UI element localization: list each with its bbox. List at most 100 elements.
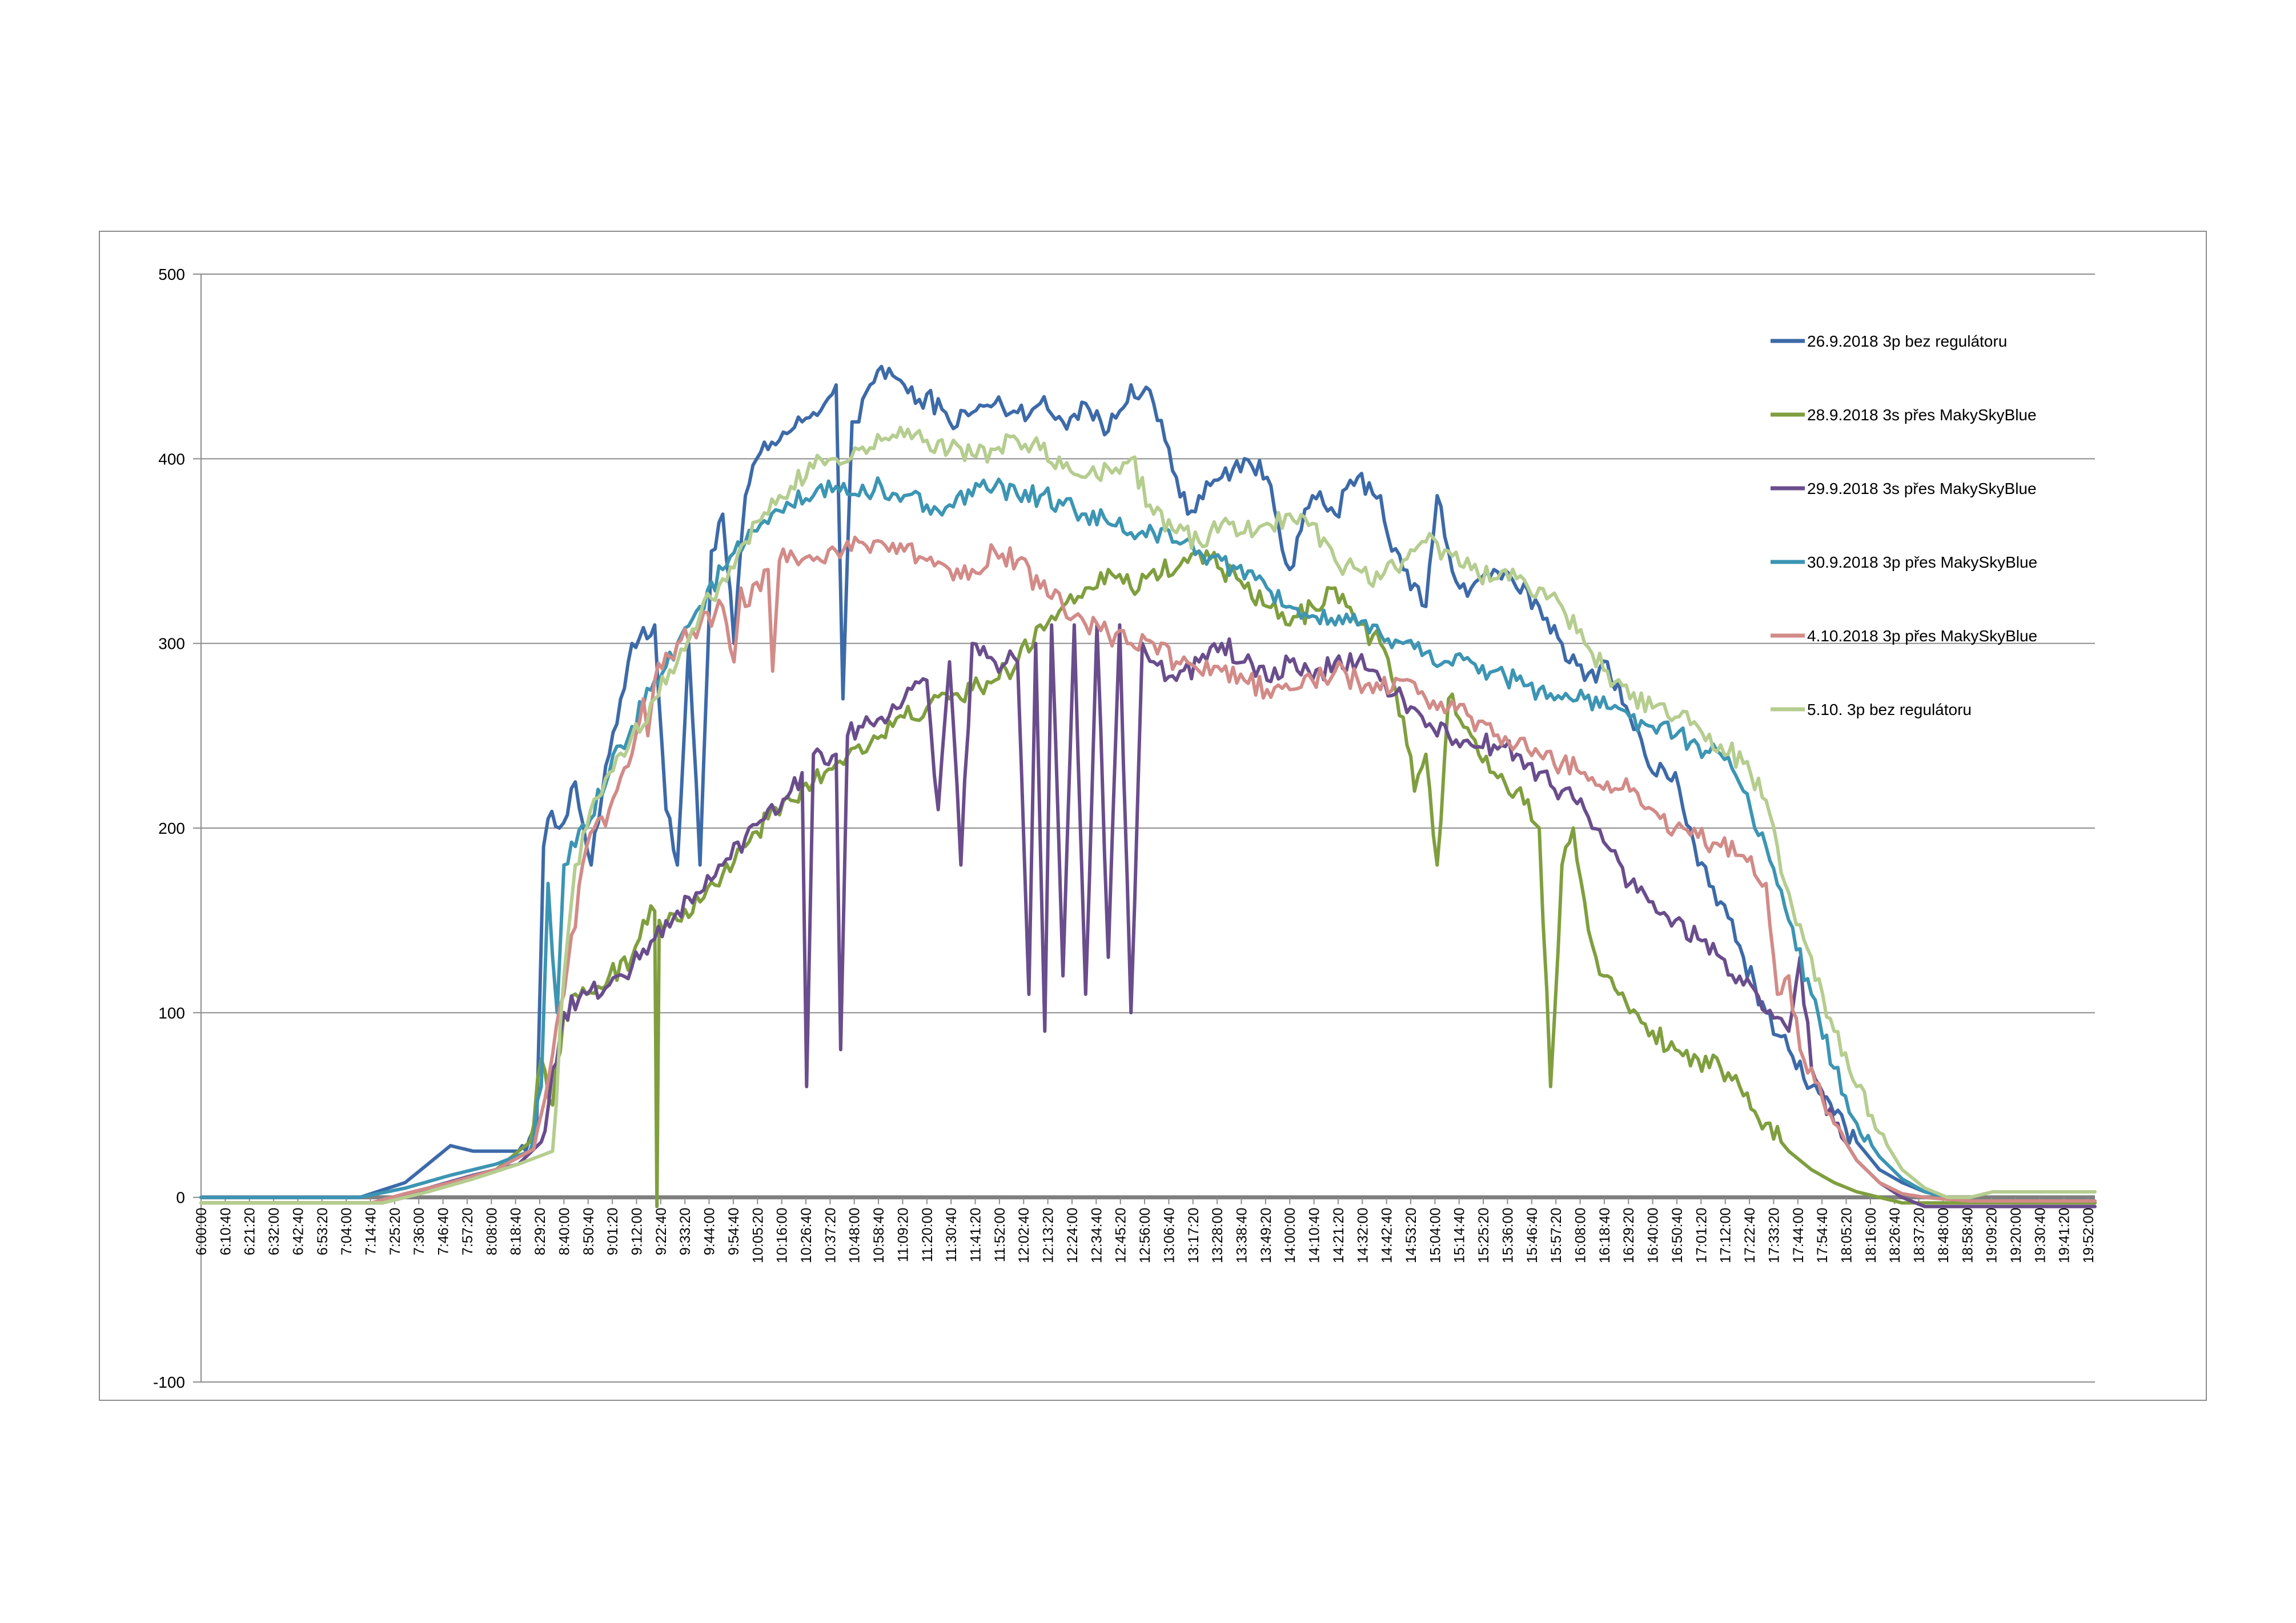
x-tick-label: 12:13:20 <box>1041 1208 1057 1263</box>
series-line-5 <box>199 535 2097 1205</box>
y-tick-label: 300 <box>158 635 185 653</box>
series-line-4 <box>199 476 2097 1203</box>
gridlines <box>201 274 2095 1383</box>
x-tick-label: 7:14:40 <box>363 1208 379 1255</box>
x-axis: 6:00:00 6:10:40 6:21:20 6:32:00 6:42:40 6:53:… <box>194 1197 2097 1263</box>
x-tick-label: 15:04:00 <box>1427 1208 1443 1263</box>
x-tick-label: 8:40:00 <box>556 1208 572 1255</box>
x-tick-label: 7:25:20 <box>387 1208 403 1255</box>
x-tick-label: 14:21:20 <box>1331 1208 1347 1263</box>
y-tick-label: 0 <box>176 1189 185 1207</box>
y-tick-label: 400 <box>158 450 185 468</box>
x-tick-label: 18:58:40 <box>1960 1208 1976 1263</box>
x-tick-label: 17:22:40 <box>1742 1208 1758 1263</box>
x-tick-label: 9:54:40 <box>726 1208 742 1255</box>
x-tick-label: 19:52:00 <box>2081 1208 2097 1263</box>
x-tick-label: 15:36:00 <box>1500 1208 1516 1263</box>
x-tick-label: 19:20:00 <box>2008 1208 2024 1263</box>
x-tick-label: 13:06:40 <box>1161 1208 1177 1263</box>
x-tick-label: 11:09:20 <box>895 1208 911 1262</box>
legend-label: 5.10. 3p bez regulátoru <box>1807 701 1972 718</box>
legend-label: 28.9.2018 3s přes MakySkyBlue <box>1807 406 2037 424</box>
series-lines <box>199 364 2097 1208</box>
x-tick-label: 6:32:00 <box>266 1208 282 1255</box>
y-tick-label: 200 <box>158 819 185 837</box>
x-tick-label: 13:17:20 <box>1186 1208 1202 1263</box>
x-tick-label: 12:02:40 <box>1016 1208 1032 1263</box>
x-tick-label: 8:18:40 <box>508 1208 524 1255</box>
x-tick-label: 6:00:00 <box>194 1208 210 1255</box>
legend-label: 30.9.2018 3p přes MakySkyBlue <box>1807 553 2037 571</box>
x-tick-label: 10:05:20 <box>750 1208 766 1263</box>
x-tick-label: 10:48:00 <box>847 1208 863 1263</box>
x-tick-label: 15:57:20 <box>1548 1208 1564 1263</box>
x-tick-label: 9:44:00 <box>702 1208 718 1255</box>
x-tick-label: 19:41:20 <box>2057 1208 2073 1263</box>
x-tick-label: 11:52:00 <box>992 1208 1008 1262</box>
x-tick-label: 9:22:40 <box>653 1208 669 1255</box>
x-tick-label: 18:16:00 <box>1863 1208 1879 1263</box>
x-tick-label: 11:20:00 <box>920 1208 936 1262</box>
x-tick-label: 17:12:00 <box>1718 1208 1734 1263</box>
x-tick-label: 10:58:40 <box>871 1208 887 1263</box>
x-tick-label: 8:29:20 <box>532 1208 548 1255</box>
x-tick-label: 14:42:40 <box>1379 1208 1395 1263</box>
y-tick-label: -100 <box>153 1373 185 1391</box>
x-tick-label: 14:00:00 <box>1282 1208 1298 1263</box>
x-tick-label: 18:48:00 <box>1936 1208 1952 1263</box>
x-tick-label: 6:21:20 <box>242 1208 258 1255</box>
x-tick-label: 11:41:20 <box>968 1208 984 1262</box>
x-tick-label: 7:36:00 <box>411 1208 427 1255</box>
x-tick-label: 19:30:40 <box>2032 1208 2048 1263</box>
x-tick-label: 19:09:20 <box>1984 1208 2000 1263</box>
x-tick-label: 15:25:20 <box>1476 1208 1492 1263</box>
chart-area <box>99 231 2207 1401</box>
legend-label: 29.9.2018 3s přes MakySkyBlue <box>1807 480 2037 497</box>
x-tick-label: 15:46:40 <box>1524 1208 1540 1263</box>
x-tick-label: 6:53:20 <box>315 1208 331 1255</box>
x-tick-label: 14:10:40 <box>1307 1208 1323 1263</box>
x-tick-label: 11:30:40 <box>944 1208 960 1262</box>
x-tick-label: 16:29:20 <box>1621 1208 1637 1263</box>
x-tick-label: 10:26:40 <box>798 1208 814 1263</box>
x-tick-label: 12:45:20 <box>1113 1208 1129 1263</box>
x-tick-label: 6:10:40 <box>218 1208 234 1255</box>
x-tick-label: 9:01:20 <box>605 1208 621 1255</box>
x-tick-label: 17:33:20 <box>1766 1208 1782 1263</box>
x-tick-label: 7:57:20 <box>460 1208 476 1255</box>
x-tick-label: 12:56:00 <box>1137 1208 1153 1263</box>
x-tick-label: 16:18:40 <box>1597 1208 1613 1263</box>
x-tick-label: 10:16:00 <box>774 1208 790 1263</box>
x-tick-label: 17:44:00 <box>1791 1208 1807 1263</box>
legend: 26.9.2018 3p bez regulátoru 28.9.2018 3s … <box>1771 332 2037 718</box>
x-tick-label: 16:40:00 <box>1645 1208 1661 1263</box>
x-tick-label: 15:14:40 <box>1452 1208 1468 1263</box>
y-tick-label: 500 <box>158 266 185 283</box>
x-tick-label: 17:01:20 <box>1693 1208 1709 1263</box>
x-tick-label: 14:32:00 <box>1355 1208 1371 1263</box>
x-tick-label: 7:04:00 <box>339 1208 355 1255</box>
x-tick-label: 10:37:20 <box>822 1208 838 1263</box>
x-tick-label: 9:12:00 <box>629 1208 645 1255</box>
x-tick-label: 17:54:40 <box>1815 1208 1831 1263</box>
x-tick-label: 13:38:40 <box>1234 1208 1250 1263</box>
y-tick-label: 100 <box>158 1004 185 1022</box>
x-tick-label: 18:05:20 <box>1839 1208 1855 1263</box>
x-tick-label: 12:34:40 <box>1089 1208 1105 1263</box>
x-tick-label: 8:08:00 <box>484 1208 500 1255</box>
x-tick-label: 13:28:00 <box>1210 1208 1226 1263</box>
x-tick-label: 16:08:00 <box>1573 1208 1589 1263</box>
series-line-2 <box>199 549 2097 1208</box>
x-tick-label: 18:37:20 <box>1912 1208 1928 1263</box>
x-tick-label: 18:26:40 <box>1887 1208 1903 1263</box>
x-tick-label: 12:24:00 <box>1065 1208 1081 1263</box>
x-tick-label: 16:50:40 <box>1669 1208 1685 1263</box>
x-tick-label: 7:46:40 <box>436 1208 452 1255</box>
legend-label: 26.9.2018 3p bez regulátoru <box>1807 332 2007 350</box>
series-line-1 <box>199 364 2097 1205</box>
x-tick-label: 13:49:20 <box>1258 1208 1274 1263</box>
series-line-6 <box>199 425 2097 1205</box>
x-tick-label: 6:42:40 <box>290 1208 306 1255</box>
legend-label: 4.10.2018 3p přes MakySkyBlue <box>1807 627 2037 645</box>
x-tick-label: 14:53:20 <box>1403 1208 1419 1263</box>
